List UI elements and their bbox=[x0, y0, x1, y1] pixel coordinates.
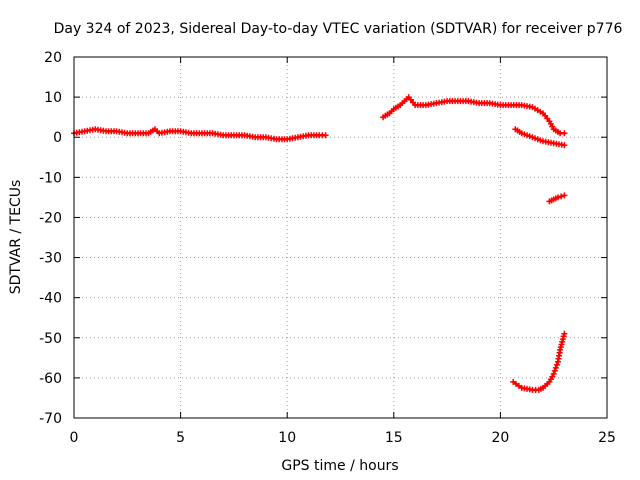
plot-frame bbox=[73, 56, 608, 419]
data-point bbox=[561, 130, 568, 137]
data-point bbox=[551, 367, 558, 374]
y-tick-label: -50 bbox=[39, 331, 62, 347]
data-point bbox=[561, 142, 568, 149]
y-tick-label: -40 bbox=[39, 291, 62, 307]
axis-ticks: 0 5 10 15 20 25 20 10 0 -10 -20 -30 -40 -50 -60 -70 bbox=[39, 50, 616, 446]
chart-title: Day 324 of 2023, Sidereal Day-to-day VTE… bbox=[54, 21, 623, 37]
x-tick-label: 20 bbox=[491, 430, 509, 446]
series-arc-3 bbox=[512, 126, 568, 149]
y-tick-label: -20 bbox=[39, 210, 62, 226]
x-tick-label: 25 bbox=[598, 430, 616, 446]
x-tick-label: 0 bbox=[70, 430, 79, 446]
data-point bbox=[555, 194, 561, 201]
x-tick-label: 10 bbox=[278, 430, 296, 446]
data-point bbox=[552, 364, 559, 371]
y-tick-label: 10 bbox=[44, 90, 62, 106]
series-arc-5 bbox=[510, 330, 568, 393]
data-series bbox=[71, 94, 568, 393]
y-tick-label: -60 bbox=[39, 371, 62, 387]
data-point bbox=[550, 370, 557, 377]
series-arc-2 bbox=[380, 94, 568, 137]
x-tick-label: 5 bbox=[176, 430, 185, 446]
series-arc-1 bbox=[71, 126, 329, 143]
data-point bbox=[322, 132, 329, 139]
data-point bbox=[558, 193, 565, 200]
x-tick-label: 15 bbox=[385, 430, 403, 446]
y-axis-label: SDTVAR / TECUs bbox=[8, 180, 24, 295]
data-point bbox=[553, 361, 560, 368]
y-tick-label: -30 bbox=[39, 251, 62, 267]
y-tick-label: 0 bbox=[53, 130, 62, 146]
x-axis-label: GPS time / hours bbox=[281, 458, 398, 474]
y-tick-label: -10 bbox=[39, 170, 62, 186]
grid-lines bbox=[74, 57, 607, 418]
y-tick-label: 20 bbox=[44, 50, 62, 66]
data-point bbox=[561, 330, 568, 337]
series-arc-4 bbox=[546, 192, 568, 205]
data-point bbox=[561, 192, 568, 199]
y-tick-label: -70 bbox=[39, 411, 62, 427]
